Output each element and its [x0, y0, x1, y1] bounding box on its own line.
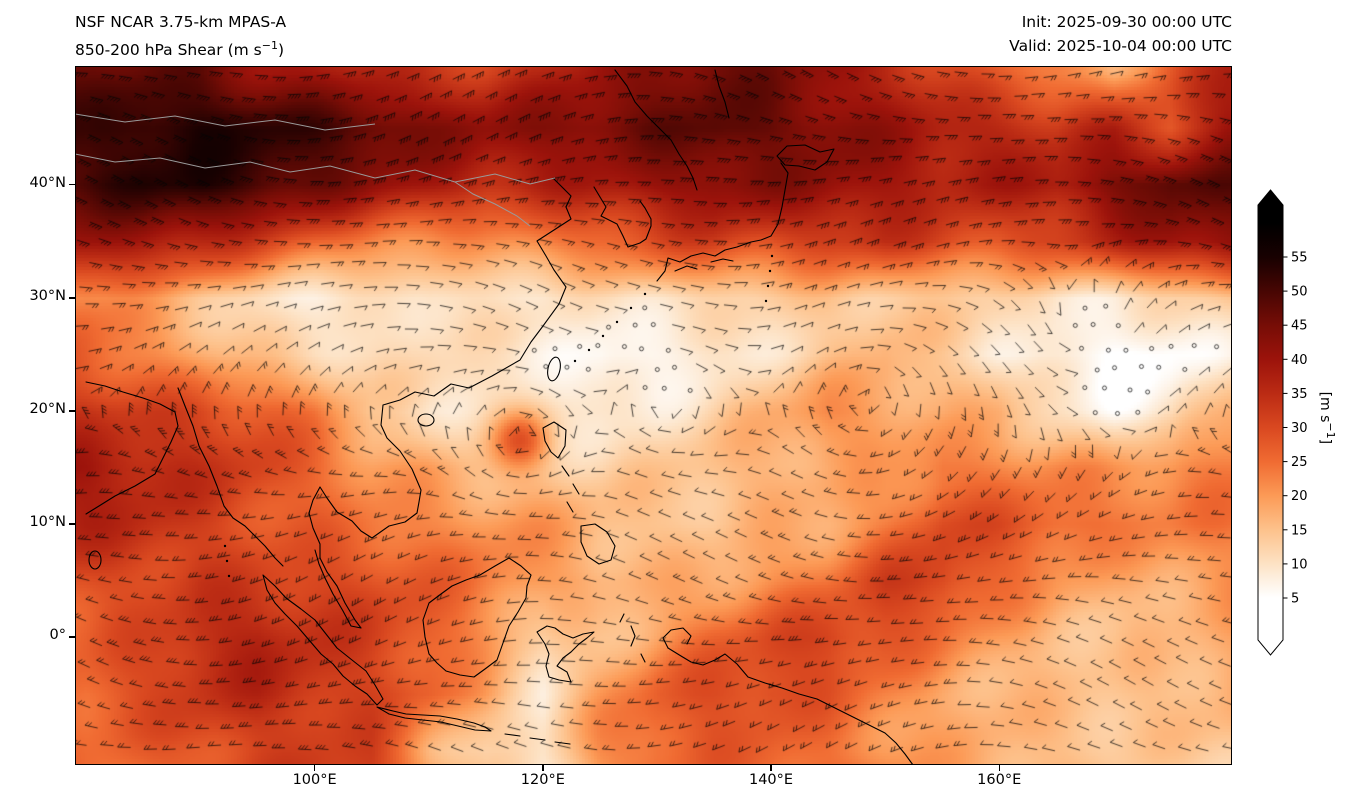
colorbar-tick-label: 25: [1291, 455, 1308, 470]
coast-newguinea: [667, 647, 914, 765]
coast-srilanka: [88, 550, 102, 570]
coast-birdshead: [662, 627, 692, 649]
coast-sakhalin: [714, 69, 730, 119]
y-tick-mark: [69, 523, 75, 525]
x-tick-mark: [770, 765, 772, 771]
coast-moluccas: [619, 613, 646, 663]
y-tick-label: 20°N: [29, 400, 66, 417]
run-times: Init: 2025-09-30 00:00 UTC Valid: 2025-1…: [1009, 10, 1232, 58]
x-tick-label: 100°E: [292, 772, 337, 788]
colorbar-tick-label: 15: [1291, 523, 1308, 538]
title-line1: NSF NCAR 3.75-km MPAS-A: [75, 13, 287, 31]
y-tick-mark: [69, 184, 75, 186]
coastlines-overlay: [75, 66, 1232, 765]
title-superscript: −1: [261, 39, 278, 52]
colorbar-tick-label: 40: [1291, 353, 1308, 368]
x-tick-label: 160°E: [977, 772, 1022, 788]
y-tick-mark: [69, 410, 75, 412]
colorbar-tick-label: 5: [1291, 592, 1299, 607]
coast-primorye: [614, 69, 698, 191]
coast-korea: [593, 186, 652, 248]
coast-taiwan: [547, 356, 561, 382]
colorbar-tick-label: 55: [1291, 251, 1308, 266]
coastlines: [85, 69, 914, 765]
y-tick-label: 30°N: [29, 287, 66, 304]
coast-honshu: [656, 162, 789, 282]
colorbar-extend-min-arrow: [1258, 640, 1283, 655]
coast-borneo: [422, 557, 532, 678]
colorbar-extend-max-arrow: [1258, 190, 1283, 205]
y-tick-label: 0°: [49, 627, 66, 644]
colorbar-unit-label: [m s−1]: [1317, 391, 1337, 445]
x-tick-mark: [998, 765, 1000, 771]
coast-hainan: [417, 413, 435, 427]
valid-time: Valid: 2025-10-04 00:00 UTC: [1009, 37, 1232, 55]
colorbar: 55 50 45 40 35 30 25 20 15 10 5: [1257, 189, 1308, 656]
island-dot-chains: [223, 254, 774, 578]
coast-lesser-sunda: [504, 733, 571, 745]
coast-visayas: [561, 465, 580, 513]
x-tick-label: 120°E: [520, 772, 565, 788]
coast-luzon: [542, 421, 567, 459]
y-tick-label: 40°N: [29, 174, 66, 191]
x-tick-mark: [542, 765, 544, 771]
init-time: Init: 2025-09-30 00:00 UTC: [1021, 13, 1232, 31]
x-tick-mark: [313, 765, 316, 771]
map-area: [75, 66, 1232, 765]
colorbar-tick-label: 50: [1291, 285, 1308, 300]
country-borders: [75, 113, 556, 227]
plot-title: NSF NCAR 3.75-km MPAS-A 850-200 hPa Shea…: [75, 10, 286, 62]
coast-hokkaido: [776, 144, 835, 171]
shear-heatmap-canvas: [75, 66, 1232, 765]
coast-india-myanmar: [85, 381, 284, 567]
colorbar-tick-label: 35: [1291, 387, 1308, 402]
colorbar-tick-label: 10: [1291, 557, 1308, 572]
coast-java: [376, 706, 492, 732]
y-tick-mark: [69, 297, 75, 299]
y-tick-label: 10°N: [29, 514, 66, 531]
coast-mindanao: [580, 523, 616, 565]
colorbar-tick-label: 20: [1291, 489, 1308, 504]
coast-sulawesi: [536, 625, 595, 683]
colorbar-tick-label: 45: [1291, 319, 1308, 334]
y-tick-mark: [69, 636, 75, 638]
x-tick-label: 140°E: [748, 772, 794, 788]
colorbar-tick-label: 30: [1291, 421, 1308, 436]
plot-frame: [75, 66, 1232, 765]
coast-china-vietnam: [308, 178, 572, 629]
colorbar-outline: [1257, 189, 1284, 656]
title-line2: 850-200 hPa Shear (m s−1): [75, 39, 285, 60]
coast-sumatra: [262, 574, 384, 706]
colorbar-gradient: [1258, 205, 1283, 640]
coast-kyushu-shikoku: [674, 258, 734, 272]
